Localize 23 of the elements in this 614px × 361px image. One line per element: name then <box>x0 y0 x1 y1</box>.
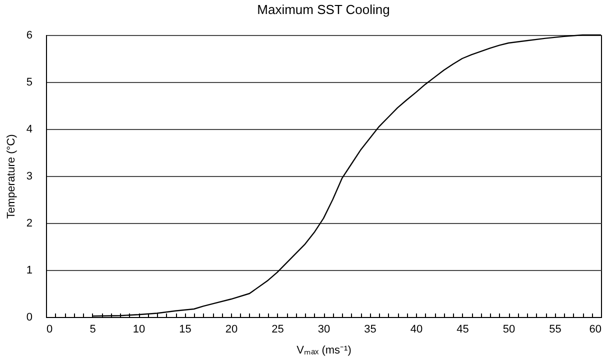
y-tick-label: 4 <box>26 124 32 136</box>
x-tick-label: 35 <box>364 324 376 336</box>
y-tick-label: 0 <box>26 312 32 324</box>
x-tick-label: 45 <box>456 324 469 336</box>
x-tick-label: 0 <box>46 324 53 336</box>
x-tick-label: 20 <box>225 324 238 336</box>
x-tick-label: 15 <box>179 324 192 336</box>
chart-title: Maximum SST Cooling <box>257 2 390 17</box>
x-tick-label: 60 <box>589 324 602 336</box>
y-axis-title: Temperature (°C) <box>5 134 18 219</box>
x-tick-label: 10 <box>132 324 146 336</box>
y-tick-label: 1 <box>26 264 32 276</box>
x-tick-label: 50 <box>502 324 516 336</box>
x-tick-label: 25 <box>272 324 284 336</box>
x-tick-label: 5 <box>90 324 96 336</box>
x-tick-label: 30 <box>318 324 330 336</box>
x-axis-title: Vₘₐₓ (ms⁻¹) <box>296 344 352 356</box>
y-tick-label: 5 <box>26 76 32 88</box>
x-tick-label: 40 <box>410 324 423 336</box>
x-tick-label: 55 <box>549 324 562 336</box>
y-tick-label: 6 <box>26 30 32 42</box>
y-tick-label: 2 <box>26 218 32 230</box>
y-tick-label: 3 <box>26 170 32 182</box>
